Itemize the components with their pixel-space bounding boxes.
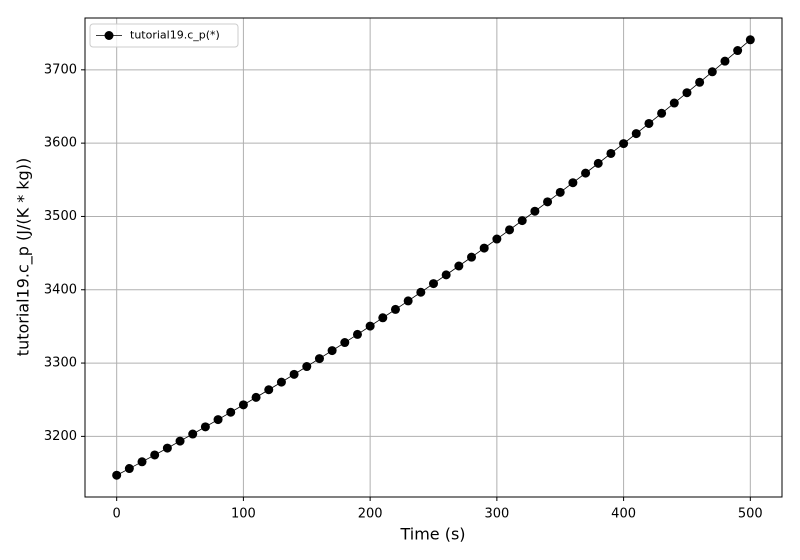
data-point — [657, 108, 667, 118]
data-point — [264, 385, 274, 395]
data-point — [707, 67, 717, 77]
data-point — [733, 46, 743, 56]
data-point — [112, 470, 122, 480]
data-point — [517, 216, 527, 226]
data-point — [251, 392, 261, 402]
data-point — [479, 243, 489, 253]
data-point — [492, 234, 502, 244]
data-point — [403, 296, 413, 306]
data-point — [302, 362, 312, 372]
data-point — [378, 313, 388, 323]
data-point — [226, 407, 236, 417]
plot-frame — [84, 17, 783, 498]
x-tick-label: 300 — [484, 507, 509, 522]
series-line — [116, 39, 751, 476]
data-point — [390, 304, 400, 314]
data-point — [340, 338, 350, 348]
y-axis-label: tutorial19.c_p (J/(K * kg)) — [14, 158, 34, 356]
data-point — [581, 168, 591, 178]
data-point — [606, 148, 616, 158]
legend: tutorial19.c_p(*) — [89, 23, 239, 48]
y-tick-label: 3500 — [44, 209, 77, 224]
data-point — [162, 443, 172, 453]
data-point — [429, 279, 438, 289]
data-point — [745, 35, 755, 45]
data-point — [505, 225, 515, 235]
data-point — [352, 329, 362, 339]
data-point — [137, 457, 147, 467]
data-point — [555, 187, 565, 197]
legend-marker — [104, 31, 114, 40]
data-point — [454, 261, 464, 271]
data-point — [365, 321, 375, 331]
data-point — [543, 197, 553, 207]
x-axis-label: Time (s) — [399, 525, 465, 544]
data-point — [682, 88, 692, 98]
data-point — [720, 56, 730, 66]
x-tick-label: 500 — [738, 507, 763, 522]
data-point — [631, 129, 641, 139]
data-point — [314, 354, 324, 364]
data-point — [695, 77, 705, 87]
data-point — [644, 118, 654, 128]
x-tick-label: 100 — [231, 507, 256, 522]
legend-label: tutorial19.c_p(*) — [130, 29, 220, 42]
data-point — [593, 158, 603, 168]
data-point — [568, 178, 578, 188]
y-tick-label: 3200 — [44, 429, 77, 444]
data-point — [416, 287, 426, 297]
x-tick-label: 400 — [611, 507, 636, 522]
data-point — [175, 436, 185, 446]
data-point — [213, 415, 223, 425]
y-tick-label: 3600 — [44, 136, 77, 151]
data-point — [327, 346, 337, 356]
y-tick-label: 3300 — [44, 356, 77, 371]
x-tick-label: 200 — [358, 507, 383, 522]
data-point — [200, 422, 210, 432]
data-point — [124, 464, 134, 474]
x-tick-label: 0 — [113, 507, 121, 522]
data-point — [238, 400, 248, 410]
data-point — [276, 377, 286, 387]
data-point — [619, 139, 629, 149]
y-tick-label: 3700 — [44, 62, 77, 77]
data-point — [150, 450, 160, 460]
legend-box — [89, 23, 239, 48]
data-point — [441, 270, 451, 280]
y-tick-label: 3400 — [44, 282, 77, 297]
data-point — [188, 429, 198, 439]
data-point — [530, 206, 540, 216]
data-point — [467, 252, 477, 262]
data-point — [669, 98, 679, 108]
data-point — [289, 369, 299, 379]
